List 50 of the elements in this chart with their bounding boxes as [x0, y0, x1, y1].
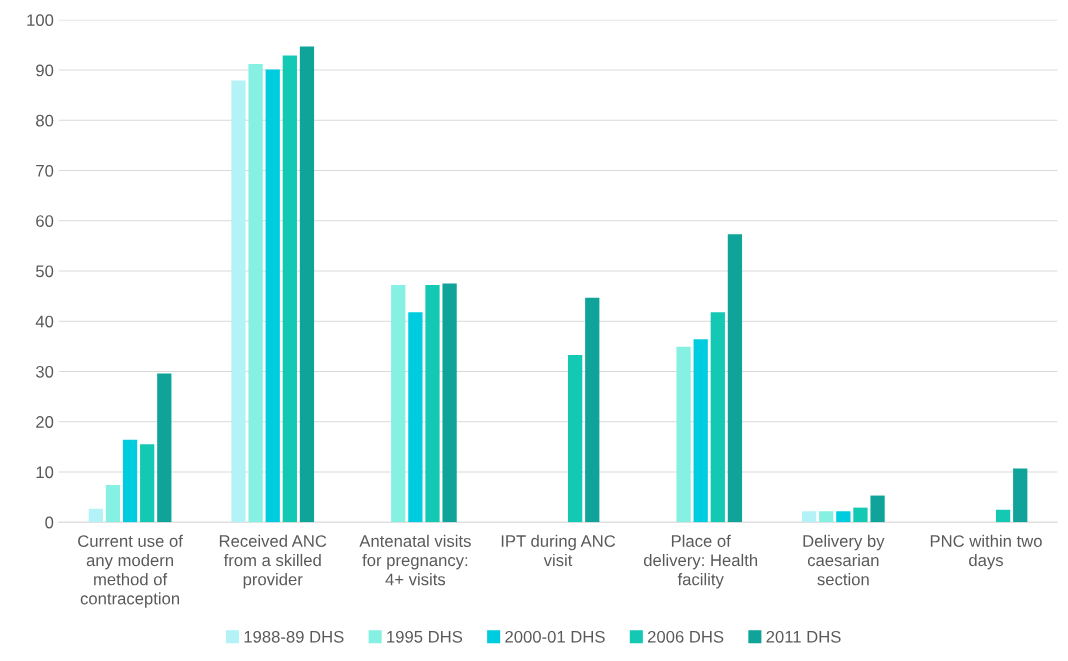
bar: [282, 55, 297, 523]
bar: [391, 285, 406, 523]
x-tick-label: Antenatal visits for pregnancy: 4+ visits: [359, 534, 471, 586]
bar: [801, 511, 817, 523]
x-tick-label: Delivery by caesarian section: [803, 534, 885, 586]
y-tick-label: 70: [36, 164, 54, 177]
x-tick-label: Received ANC from a skilled provider: [219, 534, 327, 589]
bar: [157, 373, 172, 523]
legend-label: 2006 DHS: [647, 630, 724, 643]
bar: [231, 80, 246, 523]
bar: [870, 495, 885, 523]
bar: [1013, 468, 1028, 523]
bar: [248, 64, 263, 523]
bar: [727, 234, 743, 523]
bar: [568, 354, 583, 523]
y-tick-label: 60: [36, 215, 54, 227]
bar: [995, 509, 1011, 523]
bar: [853, 507, 868, 523]
y-tick-label: 40: [35, 315, 54, 328]
x-tick-label: IPT during ANC visit: [501, 534, 616, 567]
legend-label: 2000-01 DHS: [505, 630, 605, 643]
y-tick-label: 50: [36, 265, 54, 278]
bar: [140, 444, 155, 523]
bar: [299, 46, 315, 523]
bar: [88, 508, 103, 523]
y-tick-label: 80: [36, 114, 54, 127]
y-tick-label: 90: [36, 64, 54, 77]
x-tick-label: PNC within two days: [930, 534, 1042, 570]
bar: [710, 312, 725, 523]
y-tick-label: 10: [36, 466, 54, 479]
y-tick-label: 20: [36, 416, 54, 428]
x-tick-label: Current use of any modern method of contraception: [78, 534, 183, 608]
bar: [693, 339, 708, 523]
bar: [442, 283, 457, 523]
legend-label: 1988-89 DHS: [244, 630, 344, 643]
bar: [265, 69, 280, 523]
bar: [425, 285, 440, 523]
bar: [676, 346, 691, 523]
y-tick-label: 100: [27, 14, 54, 27]
y-tick-label: 0: [45, 516, 54, 529]
bar: [122, 439, 138, 523]
legend-label: 2011 DHS: [766, 630, 841, 643]
y-tick-label: 30: [35, 365, 54, 378]
bar: [585, 297, 600, 523]
bar: [105, 485, 121, 523]
bar: [836, 511, 851, 523]
bar: [819, 511, 834, 523]
x-tick-label: Place of delivery: Health facility: [643, 534, 758, 589]
bar: [408, 312, 423, 523]
legend-label: 1995 DHS: [387, 630, 463, 643]
